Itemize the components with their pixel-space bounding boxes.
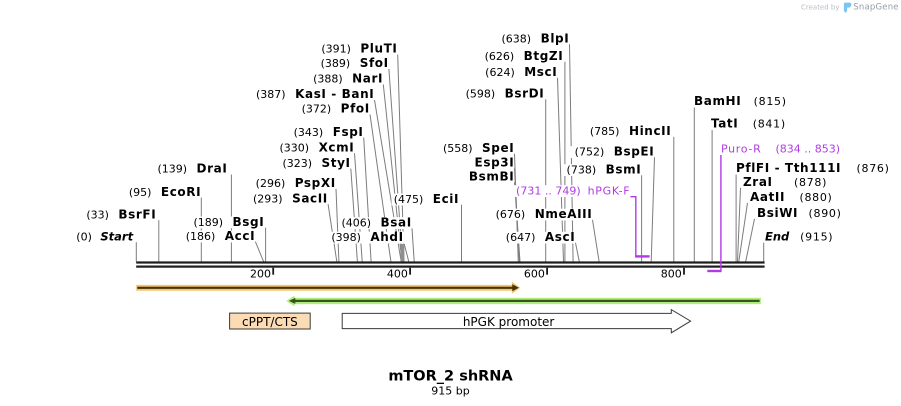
svg-text:(731 .. 749) hPGK-F: (731 .. 749) hPGK-F — [516, 185, 630, 198]
svg-text:(387) KasI - BanI: (387) KasI - BanI — [256, 87, 374, 101]
svg-text:ZraI (878): ZraI (878) — [743, 175, 827, 189]
svg-text:BsiWI (890): BsiWI (890) — [757, 206, 842, 220]
svg-text:(558) SpeI: (558) SpeI — [443, 141, 514, 155]
svg-text:(752) BspEI: (752) BspEI — [575, 145, 655, 159]
svg-text:(638) BlpI: (638) BlpI — [502, 32, 570, 46]
svg-text:(139) DraI: (139) DraI — [157, 162, 227, 176]
svg-text:PflFI - Tth111I (876): PflFI - Tth111I (876) — [736, 161, 890, 175]
svg-text:(398) AhdI: (398) AhdI — [331, 230, 403, 244]
svg-text:End (915): End (915) — [765, 229, 833, 243]
svg-text:(785) HincII: (785) HincII — [590, 124, 671, 138]
svg-text:(293) SacII: (293) SacII — [253, 191, 328, 205]
svg-text:(33) BsrFI: (33) BsrFI — [86, 207, 156, 221]
svg-text:(296) PspXI: (296) PspXI — [256, 176, 336, 190]
svg-text:(676) NmeAIII: (676) NmeAIII — [496, 207, 593, 221]
svg-text:600: 600 — [524, 268, 545, 281]
svg-text:Esp3I: Esp3I — [475, 156, 515, 170]
svg-text:Created by: Created by — [801, 4, 840, 12]
svg-text:mTOR_2 shRNA: mTOR_2 shRNA — [388, 369, 513, 385]
svg-text:(406) BsaI: (406) BsaI — [341, 216, 411, 230]
svg-text:(95) EcoRI: (95) EcoRI — [129, 185, 201, 199]
svg-text:(738) BsmI: (738) BsmI — [567, 163, 642, 177]
svg-text:(626) BtgZI: (626) BtgZI — [485, 49, 564, 63]
svg-text:Puro-R (834 .. 853): Puro-R (834 .. 853) — [721, 143, 840, 156]
svg-text:(624) MscI: (624) MscI — [485, 65, 557, 79]
svg-text:(647) AscI: (647) AscI — [506, 230, 576, 244]
svg-text:(389) SfoI: (389) SfoI — [321, 56, 389, 70]
svg-text:AatII (880): AatII (880) — [750, 190, 833, 204]
svg-text:(323) StyI: (323) StyI — [282, 156, 350, 170]
svg-text:(186) AccI: (186) AccI — [186, 229, 255, 243]
svg-text:(189) BsgI: (189) BsgI — [193, 215, 264, 229]
svg-text:(343) FspI: (343) FspI — [294, 125, 364, 139]
svg-text:SnapGene: SnapGene — [853, 3, 898, 13]
svg-text:hPGK promoter: hPGK promoter — [463, 315, 555, 329]
svg-text:800: 800 — [661, 268, 682, 281]
svg-text:BsmBI: BsmBI — [469, 170, 514, 184]
svg-text:TatI (841): TatI (841) — [711, 117, 786, 131]
svg-text:(391) PluTI: (391) PluTI — [321, 42, 397, 56]
svg-text:(388) NarI: (388) NarI — [313, 72, 383, 86]
svg-text:400: 400 — [387, 268, 408, 281]
svg-text:(475) EciI: (475) EciI — [394, 192, 459, 206]
svg-text:(0) Start: (0) Start — [76, 229, 133, 243]
svg-text:(330) XcmI: (330) XcmI — [279, 140, 354, 154]
svg-text:cPPT/CTS: cPPT/CTS — [242, 315, 298, 329]
svg-text:200: 200 — [250, 268, 271, 281]
svg-text:915 bp: 915 bp — [431, 384, 469, 397]
svg-text:(598) BsrDI: (598) BsrDI — [466, 87, 545, 101]
svg-text:BamHI (815): BamHI (815) — [694, 94, 787, 108]
svg-text:(372) PfoI: (372) PfoI — [302, 102, 370, 116]
